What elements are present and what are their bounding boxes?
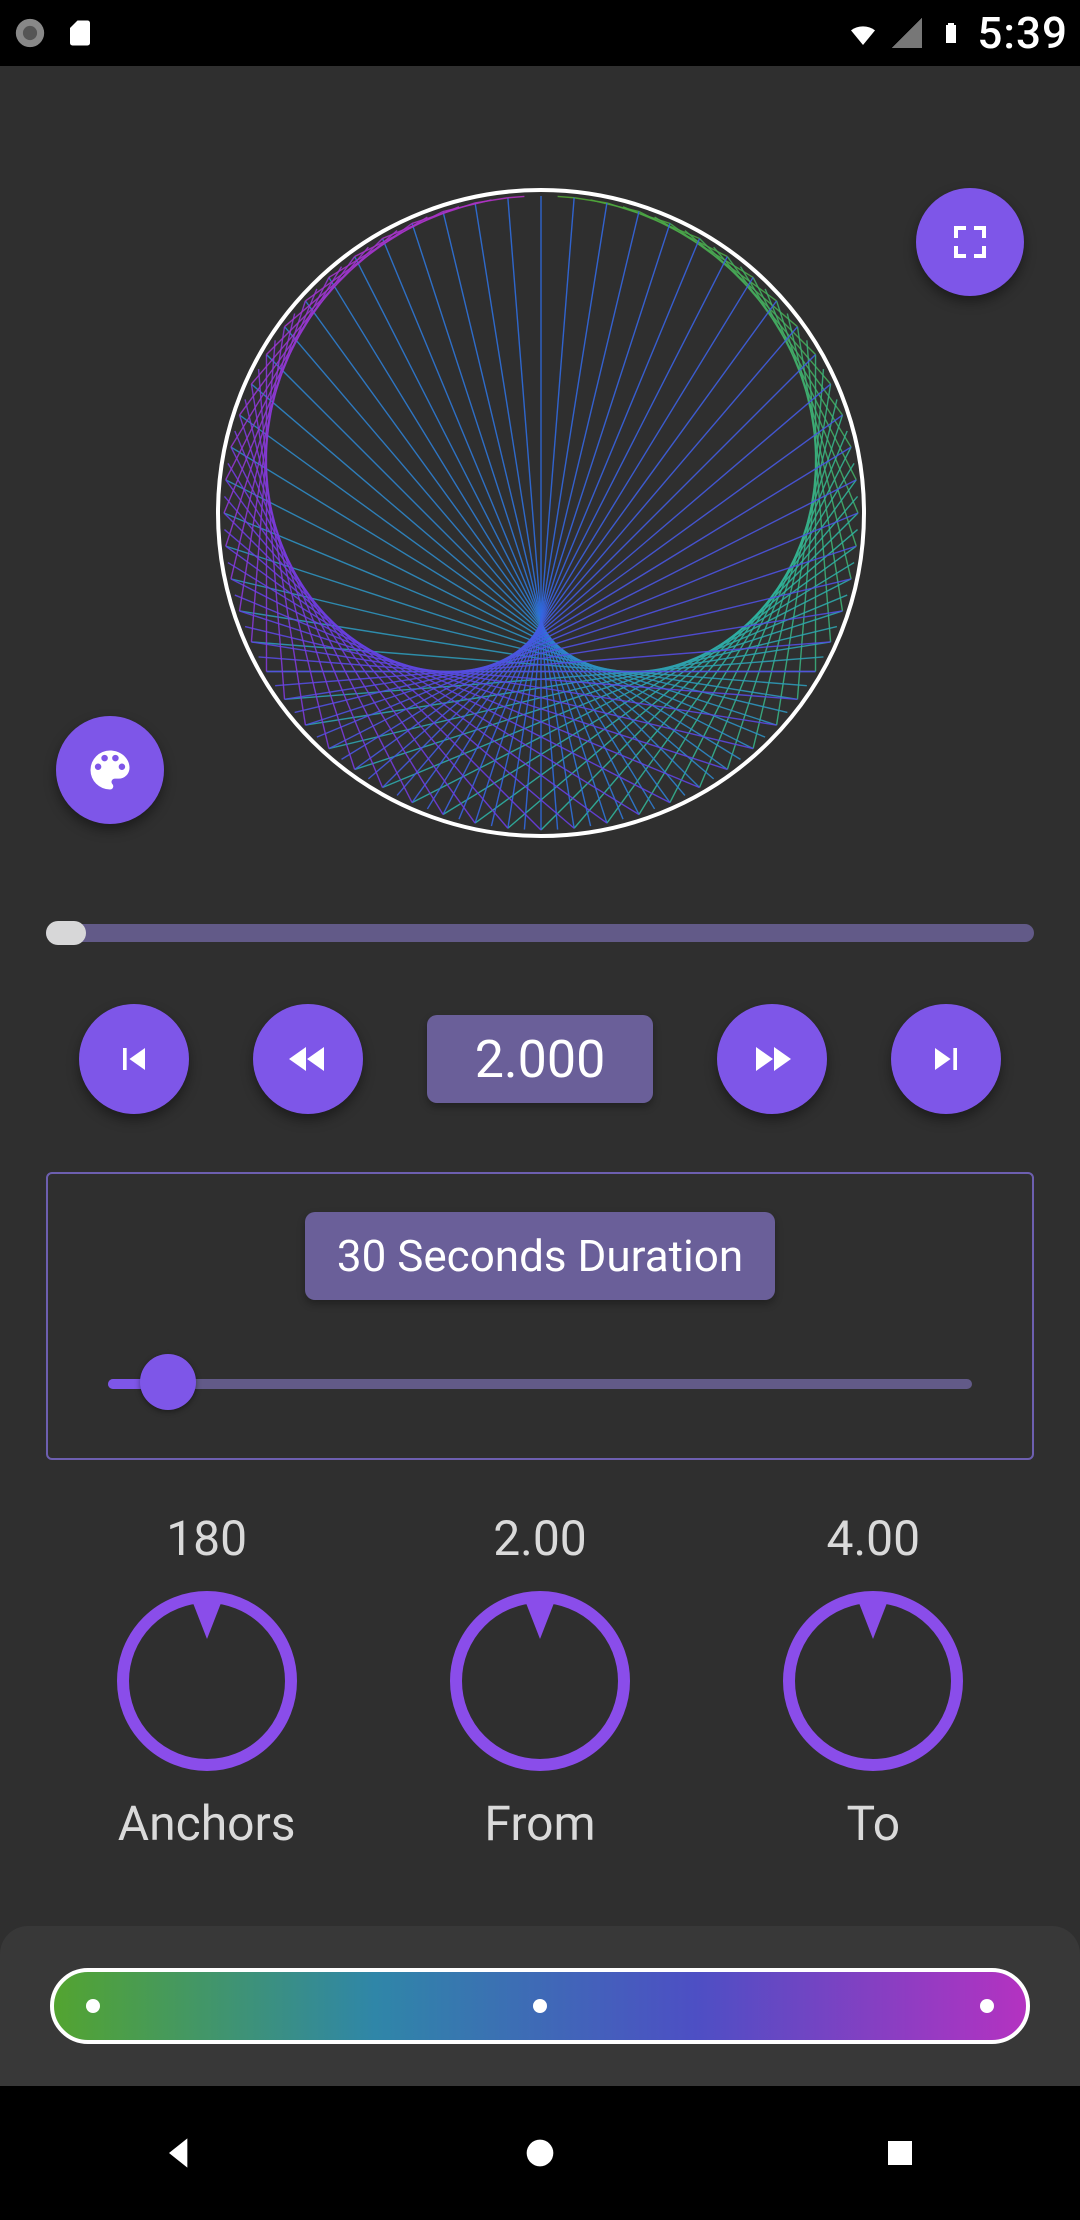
- knob-value: 4.00: [827, 1510, 921, 1567]
- android-navbar: [0, 2086, 1080, 2220]
- status-right: 5:39: [845, 7, 1068, 59]
- playback-controls: 2.000: [0, 1004, 1080, 1114]
- app-root: 2.000 30 Seconds Duration 180 Anchors 2.00…: [0, 66, 1080, 2086]
- knob-anchors: 180 Anchors: [57, 1510, 357, 1852]
- skip-previous-icon: [112, 1037, 156, 1081]
- progress-thumb[interactable]: [46, 921, 86, 945]
- fast-forward-icon: [748, 1035, 796, 1083]
- fullscreen-icon: [946, 218, 994, 266]
- playback-value: 2.000: [475, 1029, 606, 1090]
- palette-button[interactable]: [56, 716, 164, 824]
- recent-icon: [882, 2135, 918, 2171]
- spectrum-bar[interactable]: [50, 1968, 1030, 2044]
- knobs-row: 180 Anchors 2.00 From 4.00 To: [0, 1510, 1080, 1852]
- rewind-icon: [284, 1035, 332, 1083]
- camera-icon: [12, 15, 48, 51]
- knob-value: 2.00: [493, 1510, 587, 1567]
- wifi-icon: [845, 15, 881, 51]
- knob-value: 180: [166, 1510, 247, 1567]
- knob-dial[interactable]: [117, 1591, 297, 1771]
- status-clock: 5:39: [977, 7, 1068, 59]
- spectrum-dot[interactable]: [533, 1999, 547, 2013]
- knob-tick: [193, 1603, 221, 1639]
- status-bar: 5:39: [0, 0, 1080, 66]
- knob-dial[interactable]: [450, 1591, 630, 1771]
- nav-back-button[interactable]: [90, 2103, 270, 2203]
- fast-forward-button[interactable]: [717, 1004, 827, 1114]
- knob-dial[interactable]: [783, 1591, 963, 1771]
- duration-slider[interactable]: [108, 1360, 972, 1404]
- battery-icon: [933, 15, 969, 51]
- fullscreen-button[interactable]: [916, 188, 1024, 296]
- progress-track[interactable]: [46, 924, 1034, 942]
- knob-tick: [859, 1603, 887, 1639]
- rewind-button[interactable]: [253, 1004, 363, 1114]
- skip-next-button[interactable]: [891, 1004, 1001, 1114]
- duration-chip[interactable]: 30 Seconds Duration: [305, 1212, 775, 1300]
- duration-panel: 30 Seconds Duration: [46, 1172, 1034, 1460]
- preview-area: [0, 66, 1080, 856]
- knob-to: 4.00 To: [723, 1510, 1023, 1852]
- sd-card-icon: [62, 15, 98, 51]
- status-left: [12, 15, 98, 51]
- back-icon: [158, 2131, 202, 2175]
- pattern-preview: [216, 188, 866, 838]
- playback-value-chip[interactable]: 2.000: [427, 1015, 653, 1103]
- palette-icon: [84, 744, 136, 796]
- pattern-svg: [220, 192, 862, 834]
- duration-track: [108, 1379, 972, 1389]
- spectrum-dot[interactable]: [980, 1999, 994, 2013]
- duration-label: 30 Seconds Duration: [337, 1230, 743, 1282]
- nav-home-button[interactable]: [450, 2103, 630, 2203]
- spectrum-dot[interactable]: [86, 1999, 100, 2013]
- knob-from: 2.00 From: [390, 1510, 690, 1852]
- skip-previous-button[interactable]: [79, 1004, 189, 1114]
- knob-tick: [526, 1603, 554, 1639]
- duration-thumb[interactable]: [140, 1354, 196, 1410]
- nav-recent-button[interactable]: [810, 2103, 990, 2203]
- knob-label: From: [484, 1795, 595, 1852]
- home-icon: [520, 2133, 560, 2173]
- skip-next-icon: [924, 1037, 968, 1081]
- signal-icon: [889, 15, 925, 51]
- knob-label: Anchors: [118, 1795, 296, 1852]
- spectrum-panel: [0, 1926, 1080, 2086]
- knob-label: To: [846, 1795, 900, 1852]
